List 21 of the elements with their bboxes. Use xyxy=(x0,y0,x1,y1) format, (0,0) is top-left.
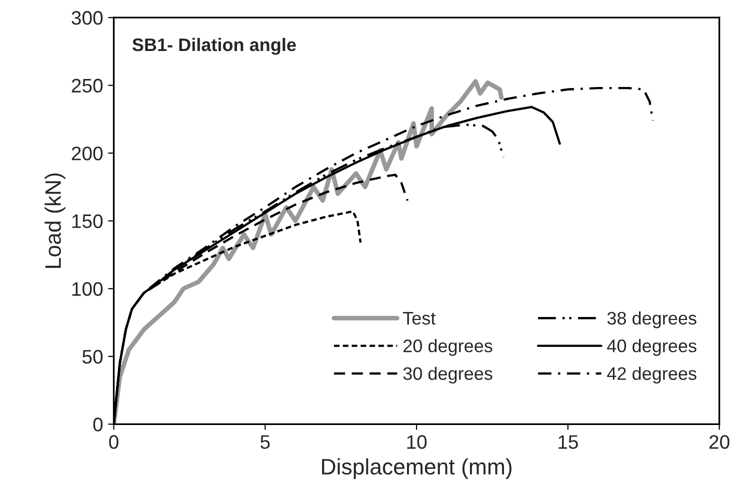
annotation: SB1- Dilation angle xyxy=(132,38,296,55)
x-tick-label: 15 xyxy=(558,435,578,449)
y-tick-label: 150 xyxy=(72,214,103,228)
x-tick-label: 20 xyxy=(709,435,730,449)
y-tick-label: 250 xyxy=(72,78,103,93)
legend-label: 20 degrees xyxy=(403,339,492,356)
x-axis-title: Displacement (mm) xyxy=(322,458,512,480)
y-tick-label: 100 xyxy=(72,282,103,296)
y-tick-label: 200 xyxy=(72,146,103,160)
y-tick-label: 50 xyxy=(82,350,103,364)
legend-label: 40 degrees xyxy=(607,339,696,356)
y-tick-label: 300 xyxy=(72,11,103,25)
legend-label: Test xyxy=(402,312,436,325)
y-tick-label: 0 xyxy=(93,418,103,432)
x-tick-label: 5 xyxy=(260,435,270,449)
legend-label: 30 degrees xyxy=(403,366,492,384)
y-axis-title: Load (kN) xyxy=(44,173,66,268)
x-tick-label: 0 xyxy=(109,435,118,449)
legend-label: 38 degrees xyxy=(607,311,696,328)
x-tick-label: 10 xyxy=(407,435,427,449)
legend-label: 42 degrees xyxy=(607,366,696,384)
